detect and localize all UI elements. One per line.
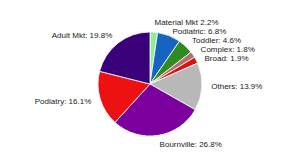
slice-label: Others: 13.9% bbox=[211, 82, 262, 91]
slice-label: Broad: 1.9% bbox=[205, 54, 249, 63]
pie: Material Mkt 2.2%Podiatric: 6.8%Toddler:… bbox=[35, 18, 263, 149]
chart-svg: Material Mkt 2.2%Podiatric: 6.8%Toddler:… bbox=[0, 0, 300, 168]
slice-label: Podiatric: 6.8% bbox=[172, 27, 226, 36]
slice-label: Toddler: 4.6% bbox=[192, 36, 241, 45]
slice-label: Podiatry: 16.1% bbox=[35, 97, 91, 106]
pie-slice bbox=[100, 32, 150, 84]
slice-label: Material Mkt 2.2% bbox=[155, 18, 219, 27]
slice-labels: Material Mkt 2.2%Podiatric: 6.8%Toddler:… bbox=[35, 18, 263, 149]
slice-label: Complex: 1.8% bbox=[201, 45, 255, 54]
chart-container: Material Mkt 2.2%Podiatric: 6.8%Toddler:… bbox=[0, 0, 300, 168]
slice-label: Adult Mkt: 19.8% bbox=[52, 31, 112, 40]
slice-label: Bournville: 26.8% bbox=[160, 140, 222, 149]
slices bbox=[98, 32, 202, 136]
